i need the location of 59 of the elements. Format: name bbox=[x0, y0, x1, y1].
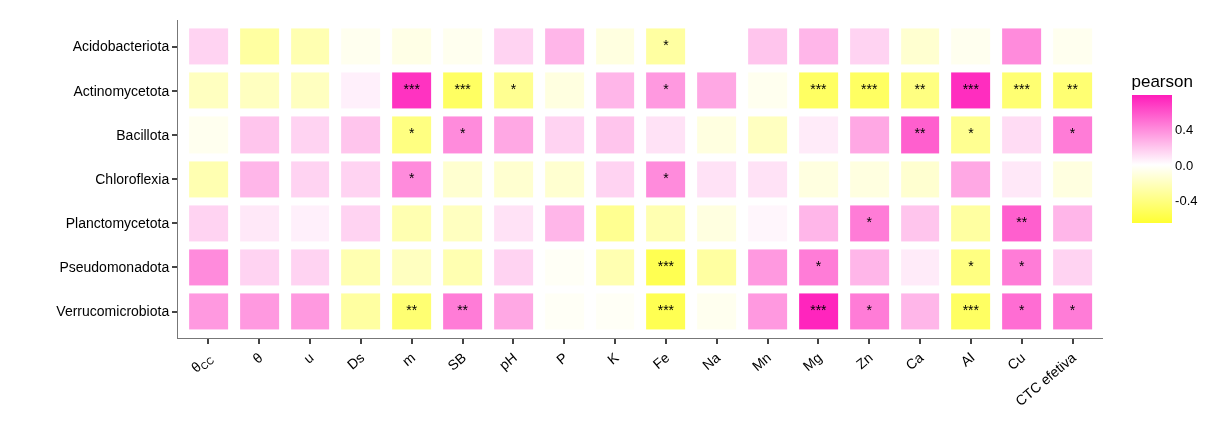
y-tick-label: Acidobacteriota bbox=[72, 38, 170, 55]
data-label: * bbox=[459, 125, 466, 142]
data-label: *** bbox=[962, 81, 980, 98]
x-tick-label: m bbox=[398, 349, 419, 369]
x-tick-label: Cu bbox=[1004, 349, 1029, 373]
x-tick-label: Mn bbox=[748, 349, 774, 374]
x-tick-label: Al bbox=[957, 349, 978, 370]
data-label: *** bbox=[962, 302, 980, 318]
data-label: * bbox=[1069, 302, 1076, 318]
x-tick-label: θ bbox=[249, 349, 266, 367]
x-tick-label: pH bbox=[495, 349, 520, 373]
x-tick-label: Mg bbox=[799, 349, 825, 374]
data-label: * bbox=[663, 81, 670, 98]
data-label: * bbox=[1018, 302, 1025, 318]
data-label: ** bbox=[457, 302, 469, 318]
data-label: * bbox=[1018, 257, 1025, 274]
x-tick-label: SB bbox=[444, 349, 470, 374]
data-label: * bbox=[968, 125, 975, 142]
data-label: ** bbox=[914, 125, 927, 142]
data-label: * bbox=[866, 213, 873, 230]
color-bar-label: 0.0 bbox=[1175, 157, 1194, 173]
data-label: *** bbox=[403, 81, 421, 98]
data-label: *** bbox=[810, 81, 828, 98]
y-tick-label: Verrucomicrobiota bbox=[56, 303, 170, 320]
legend-title: pearson bbox=[1131, 71, 1193, 91]
data-label: * bbox=[1069, 125, 1076, 142]
data-label: ** bbox=[1067, 81, 1079, 98]
x-tick-label: Fe bbox=[649, 349, 673, 372]
data-label: * bbox=[663, 169, 670, 186]
data-label: *** bbox=[657, 257, 675, 274]
data-label: * bbox=[866, 302, 873, 318]
color-bar-label: 0.4 bbox=[1175, 121, 1194, 137]
data-label: * bbox=[510, 81, 517, 98]
data-label: * bbox=[968, 257, 975, 274]
data-label: *** bbox=[1013, 81, 1031, 98]
data-label: *** bbox=[861, 81, 878, 98]
x-tick-label: Ds bbox=[343, 349, 368, 373]
x-tick-label: Ca bbox=[902, 349, 927, 373]
x-tick-label: u bbox=[300, 349, 317, 367]
y-tick-label: Actinomycetota bbox=[73, 82, 170, 99]
y-tick-label: Pseudomonadota bbox=[59, 259, 170, 276]
data-label: * bbox=[663, 37, 670, 53]
x-tick-label: Zn bbox=[852, 349, 876, 372]
data-label: *** bbox=[657, 302, 675, 318]
data-label: ** bbox=[914, 81, 927, 98]
x-tick-label: P bbox=[553, 349, 571, 368]
data-label: * bbox=[815, 257, 822, 274]
data-label: *** bbox=[454, 81, 472, 98]
y-tick-label: Chloroflexia bbox=[95, 170, 170, 187]
y-tick-label: Planctomycetota bbox=[65, 215, 170, 232]
data-label: * bbox=[409, 125, 416, 142]
data-label: ** bbox=[406, 302, 418, 318]
x-tick-label: K bbox=[604, 348, 623, 368]
color-bar-label: -0.4 bbox=[1175, 193, 1198, 209]
data-label: *** bbox=[810, 302, 828, 318]
x-tick-label: Na bbox=[699, 349, 724, 373]
y-tick-label: Bacillota bbox=[116, 126, 170, 143]
data-label: * bbox=[409, 169, 416, 186]
data-label: ** bbox=[1016, 213, 1028, 230]
